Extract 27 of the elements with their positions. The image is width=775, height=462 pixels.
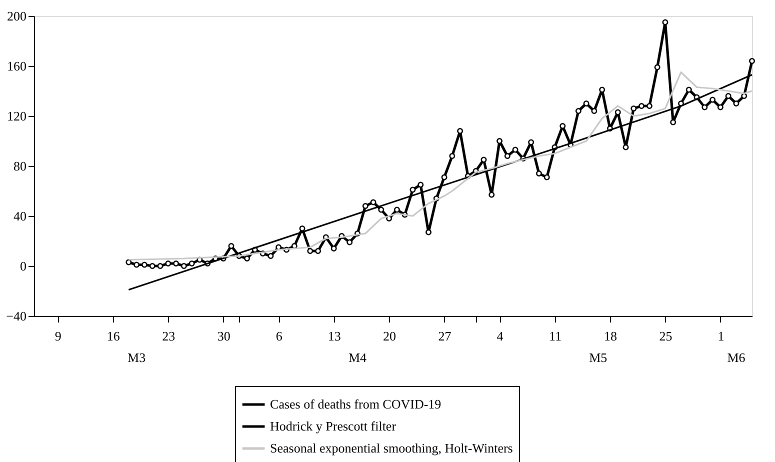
x-tick-label: 20 <box>383 328 396 344</box>
x-tick-label: 6 <box>276 328 283 344</box>
y-tick-label: 120 <box>7 108 26 124</box>
legend-label: Cases of deaths from COVID-19 <box>270 396 442 412</box>
y-tick-label: 80 <box>14 158 26 174</box>
x-tick-label: 13 <box>328 328 341 344</box>
x-tick-label: 30 <box>217 328 230 344</box>
legend-label: Hodrick y Prescott filter <box>270 418 397 434</box>
text: M4 <box>348 350 368 365</box>
x-tick-label: 18 <box>604 328 617 344</box>
y-tick-label: 40 <box>14 208 26 224</box>
x-tick-label: 23 <box>162 328 176 344</box>
legend-label: Seasonal exponential smoothing, Holt-Winters <box>270 440 513 456</box>
text: M3 <box>128 350 146 365</box>
x-tick-label: 11 <box>548 328 562 344</box>
x-tick-label: 1 <box>718 328 724 344</box>
x-tick-label: 27 <box>438 328 452 344</box>
text: M5 <box>589 350 608 365</box>
x-tick-label: 4 <box>496 328 504 344</box>
text: M6 <box>727 350 746 365</box>
y-tick-label: 0 <box>20 258 26 274</box>
x-tick-label: 9 <box>54 328 62 344</box>
y-tick-label: 160 <box>7 58 26 74</box>
y-tick-label: 200 <box>7 8 26 24</box>
x-tick-label: 16 <box>106 328 120 344</box>
y-tick-label: −40 <box>6 308 26 324</box>
x-tick-label: 25 <box>659 328 672 344</box>
